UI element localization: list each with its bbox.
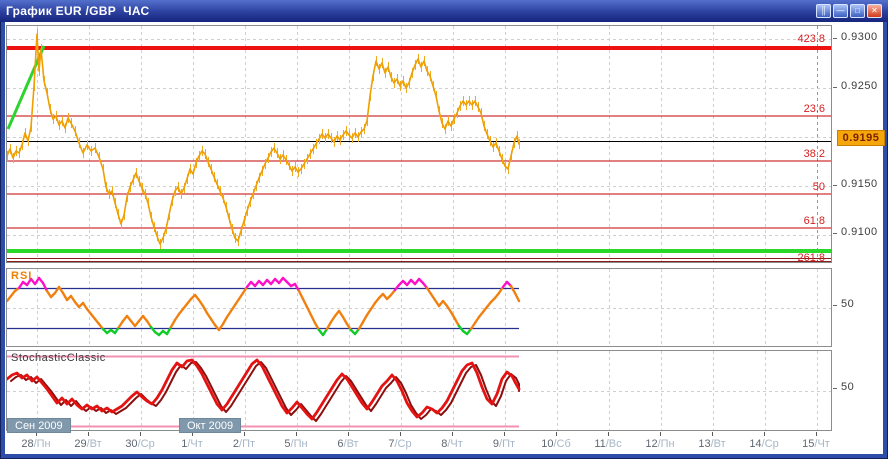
fib-label-38.2: 38.2 — [804, 148, 825, 160]
minimize-icon[interactable]: — — [833, 4, 848, 18]
fib-label-261.8: 261.8 — [797, 252, 825, 262]
price-label-0.9100: 0.9100 — [841, 226, 878, 238]
price-label-0.9150-tick — [833, 185, 837, 186]
date-tick — [36, 432, 37, 436]
date-label: 9/Пт — [492, 438, 516, 450]
window-title: График EUR /GBP ЧАС — [6, 4, 150, 18]
price-label-0.9150: 0.9150 — [841, 178, 878, 190]
price-label-0.9300-tick — [833, 38, 837, 39]
fib-label-23.6: 23.6 — [804, 103, 825, 115]
close-icon[interactable]: ✕ — [867, 4, 882, 18]
pin-icon[interactable]: ║ — [816, 4, 831, 18]
date-tick — [140, 432, 141, 436]
date-tick — [608, 432, 609, 436]
titlebar[interactable]: График EUR /GBP ЧАС ║ — □ ✕ — [0, 0, 888, 22]
rsi-chart[interactable] — [5, 269, 831, 346]
date-tick — [660, 432, 661, 436]
date-tick — [504, 432, 505, 436]
date-label: 29/Вт — [74, 438, 102, 450]
date-label: 8/Чт — [441, 438, 463, 450]
date-label: 13/Вт — [698, 438, 726, 450]
month-badge-oct: Окт 2009 — [179, 418, 242, 433]
date-tick — [244, 432, 245, 436]
date-label: 1/Чт — [181, 438, 203, 450]
price-label-0.9100-tick — [833, 233, 837, 234]
date-tick — [556, 432, 557, 436]
date-label: 30/Ср — [125, 438, 155, 450]
price-label-0.9250: 0.9250 — [841, 80, 878, 92]
date-tick — [764, 432, 765, 436]
date-tick — [296, 432, 297, 436]
date-tick — [88, 432, 89, 436]
indicator-label-1: 50 — [841, 381, 855, 393]
fib-label-50: 50 — [813, 181, 825, 193]
indicator-label-0-tick — [833, 305, 837, 306]
date-label: 10/Сб — [541, 438, 571, 450]
date-label: 2/Пт — [232, 438, 256, 450]
date-tick — [712, 432, 713, 436]
date-label: 6/Вт — [337, 438, 359, 450]
date-tick — [452, 432, 453, 436]
date-tick — [816, 432, 817, 436]
month-badge-sep: Сен 2009 — [7, 418, 71, 433]
stochastic-panel[interactable]: StochasticClassic — [5, 350, 832, 431]
date-label: 5/Пн — [284, 438, 308, 450]
date-label: 28/Пн — [21, 438, 51, 450]
window-buttons: ║ — □ ✕ — [816, 4, 882, 18]
indicator-label-0: 50 — [841, 298, 855, 310]
rsi-label: RSI — [11, 270, 33, 282]
date-tick — [192, 432, 193, 436]
fib-label-423.8: 423.8 — [797, 33, 825, 45]
indicator-label-1-tick — [833, 388, 837, 389]
price-panel[interactable]: 423.8 23.6 38.2 50 61.8 261.8 — [6, 25, 832, 264]
price-label-0.9300: 0.9300 — [841, 31, 878, 43]
current-price-tag: 0.9195 — [837, 130, 885, 146]
date-tick — [348, 432, 349, 436]
stochastic-label: StochasticClassic — [11, 352, 106, 364]
date-label: 11/Вс — [594, 438, 622, 450]
rsi-panel[interactable]: RSI — [5, 268, 832, 347]
maximize-icon[interactable]: □ — [850, 4, 865, 18]
price-label-0.9250-tick — [833, 87, 837, 88]
date-label: 12/Пн — [645, 438, 675, 450]
price-chart[interactable]: 423.8 23.6 38.2 50 61.8 261.8 — [6, 26, 831, 264]
date-label: 14/Ср — [749, 438, 779, 450]
date-label: 7/Ср — [388, 438, 412, 450]
date-tick — [400, 432, 401, 436]
fib-label-61.8: 61.8 — [804, 215, 825, 227]
stochastic-chart[interactable] — [5, 351, 831, 430]
date-axis: 28/Пн 29/Вт 30/Ср 1/Чт 2/Пт 5/Пн 6/Вт 7/Ср 8/Чт 9… — [6, 432, 866, 454]
date-label: 15/Чт — [802, 438, 830, 450]
chart-area: 423.8 23.6 38.2 50 61.8 261.8 RSI StochasticC… — [5, 22, 885, 454]
